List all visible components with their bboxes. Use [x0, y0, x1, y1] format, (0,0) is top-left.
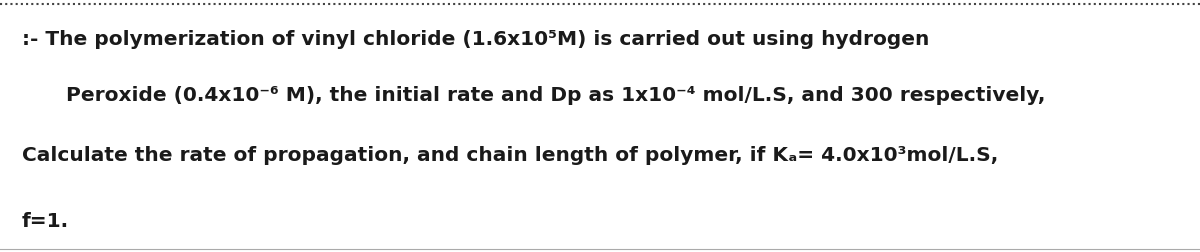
Text: Peroxide (0.4x10⁻⁶ M), the initial rate and Dp as 1x10⁻⁴ mol/L.S, and 300 respec: Peroxide (0.4x10⁻⁶ M), the initial rate … — [66, 86, 1045, 105]
Text: Calculate the rate of propagation, and chain length of polymer, if Kₐ= 4.0x10³mo: Calculate the rate of propagation, and c… — [22, 146, 998, 165]
Text: :- The polymerization of vinyl chloride (1.6x10⁵M) is carried out using hydrogen: :- The polymerization of vinyl chloride … — [22, 30, 929, 49]
Text: f=1.: f=1. — [22, 212, 68, 231]
